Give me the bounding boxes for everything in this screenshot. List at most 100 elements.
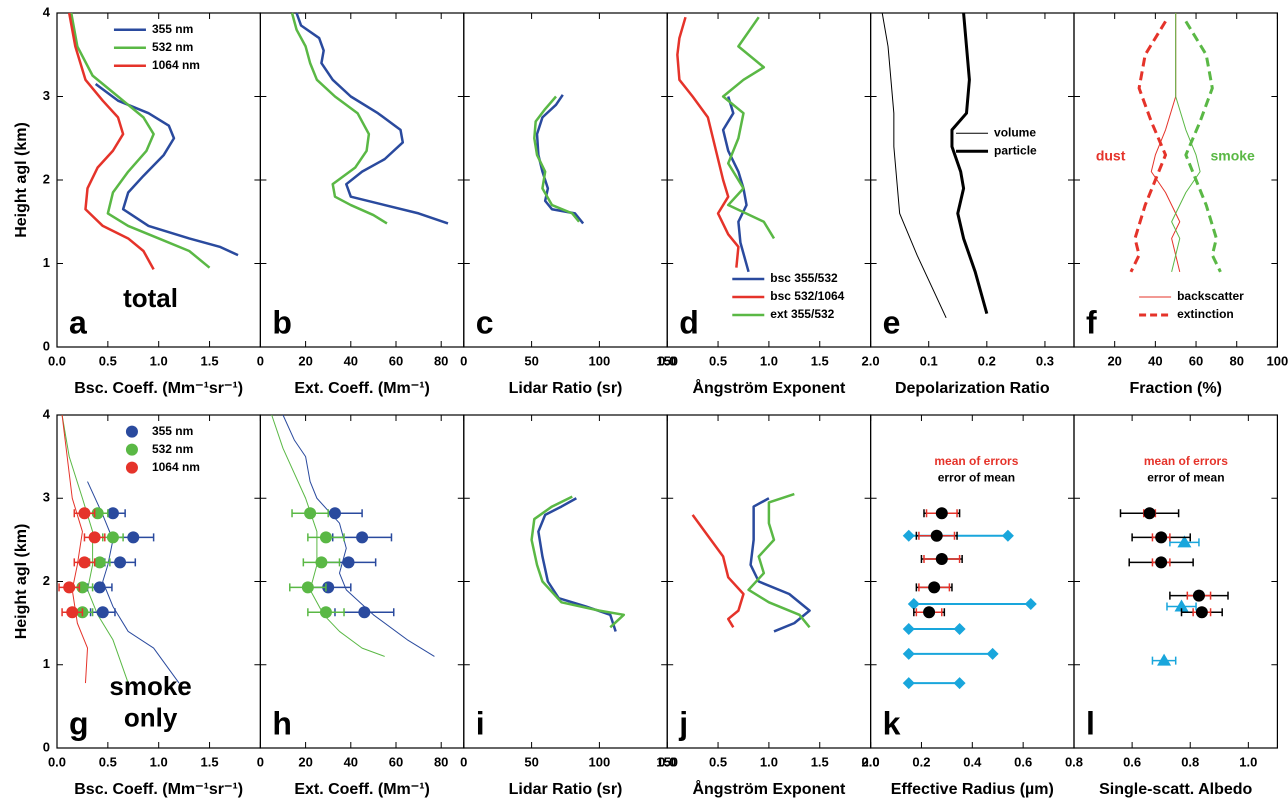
profile-line (721, 96, 750, 273)
point (304, 507, 317, 520)
profile-line (61, 414, 129, 684)
y-tick-label: 4 (43, 406, 51, 421)
legend-label: 355 nm (152, 22, 193, 36)
point (106, 507, 119, 520)
x-tick-label: 1.0 (150, 353, 168, 368)
x-tick-label: 0.0 (48, 353, 66, 368)
x-tick-label: 0.5 (709, 353, 727, 368)
x-tick-label: 60 (1189, 353, 1203, 368)
x-tick-label: 0.0 (862, 754, 880, 769)
annotation: mean of errors (934, 454, 1018, 468)
point (114, 556, 127, 569)
x-tick-label: 0 (257, 353, 264, 368)
x-axis-title: Effective Radius (µm) (891, 781, 1054, 798)
x-tick-label: 1.5 (201, 754, 219, 769)
point (935, 553, 948, 566)
x-tick-label: 0.8 (1181, 754, 1199, 769)
point (106, 531, 119, 544)
legend-label: bsc 355/532 (770, 271, 838, 285)
profile-line (61, 414, 89, 684)
point (63, 581, 76, 594)
x-tick-label: 1.0 (760, 754, 778, 769)
point (66, 606, 79, 619)
annotation: only (124, 703, 178, 733)
x-tick-label: 0.1 (920, 353, 938, 368)
x-axis-title: Fraction (%) (1129, 380, 1221, 397)
panel-label: a (69, 304, 87, 340)
panel-label: c (476, 304, 494, 340)
point (127, 531, 140, 544)
annotation: smoke (1210, 147, 1255, 163)
x-tick-label: 0.0 (48, 754, 66, 769)
point (342, 556, 355, 569)
annotation: total (123, 283, 178, 313)
x-tick-label: 1.5 (811, 353, 829, 368)
point (1177, 535, 1192, 548)
x-tick-label: 50 (524, 353, 538, 368)
panel-label: f (1086, 304, 1097, 340)
profile-line (749, 497, 811, 633)
profile-line (691, 514, 745, 628)
panel-label: j (678, 705, 688, 741)
point (935, 507, 948, 520)
point (93, 556, 106, 569)
point (1155, 531, 1168, 544)
x-tick-label: 0.6 (1123, 754, 1141, 769)
panel-frame (259, 12, 465, 348)
x-tick-label: 20 (298, 353, 312, 368)
legend-label: ext 355/532 (770, 307, 834, 321)
range-max-marker (953, 622, 966, 635)
range-min-marker (907, 597, 920, 610)
x-tick-label: 1.5 (201, 353, 219, 368)
point (923, 606, 936, 619)
x-tick-label: 0.2 (912, 754, 930, 769)
x-tick-label: 0 (257, 754, 264, 769)
x-tick-label: 0.4 (963, 754, 982, 769)
legend-label: extinction (1177, 307, 1234, 321)
y-axis-title: Height agl (km) (13, 524, 30, 640)
point (328, 507, 341, 520)
y-tick-label: 1 (43, 656, 50, 671)
range-min-marker (902, 647, 915, 660)
x-tick-label: 40 (344, 353, 358, 368)
legend-label: 1064 nm (152, 58, 200, 72)
legend-label: 532 nm (152, 442, 193, 456)
x-tick-label: 0 (460, 754, 467, 769)
x-tick-label: 0.5 (99, 754, 117, 769)
x-axis-title: Bsc. Coeff. (Mm⁻¹sr⁻¹) (74, 380, 243, 397)
x-tick-label: 40 (344, 754, 358, 769)
y-tick-label: 2 (43, 573, 50, 588)
legend-label: 532 nm (152, 40, 193, 54)
point (1195, 606, 1208, 619)
annotation: error of mean (1147, 470, 1224, 484)
y-tick-label: 2 (43, 171, 50, 186)
profile-line (94, 82, 239, 257)
range-min-marker (902, 622, 915, 635)
x-tick-label: 0.5 (99, 353, 117, 368)
profile-line (87, 481, 180, 684)
profile-line (1184, 20, 1222, 273)
panel-label: b (272, 304, 292, 340)
y-tick-label: 4 (43, 4, 51, 19)
legend-label: bsc 532/1064 (770, 289, 844, 303)
x-axis-title: Bsc. Coeff. (Mm⁻¹sr⁻¹) (74, 781, 243, 798)
y-tick-label: 0 (43, 338, 50, 353)
panel-label: e (883, 304, 901, 340)
x-tick-label: 0.8 (1065, 754, 1083, 769)
annotation: dust (1096, 147, 1126, 163)
profile-line (950, 12, 989, 315)
x-tick-label: 0.0 (658, 353, 676, 368)
profile-line (1129, 20, 1168, 273)
point (930, 529, 943, 542)
x-axis-title: Lidar Ratio (sr) (509, 781, 623, 798)
y-tick-label: 0 (43, 739, 50, 754)
panel-label: i (476, 705, 485, 741)
range-max-marker (1001, 529, 1014, 542)
x-tick-label: 0 (460, 353, 467, 368)
panel-frame (463, 414, 668, 749)
x-tick-label: 0.6 (1014, 754, 1032, 769)
x-tick-label: 50 (524, 754, 538, 769)
panel-label: g (69, 705, 89, 741)
legend-label: 1064 nm (152, 460, 200, 474)
annotation: smoke (109, 671, 191, 701)
